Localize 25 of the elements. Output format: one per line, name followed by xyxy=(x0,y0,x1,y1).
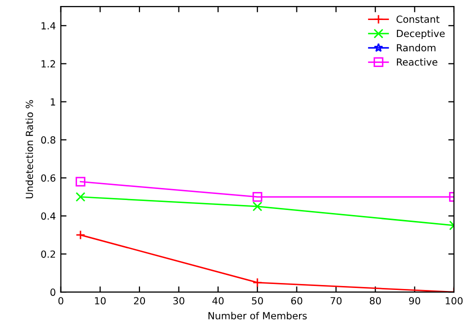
legend-label: Reactive xyxy=(396,58,438,66)
x-tick-label: 50 xyxy=(252,297,263,304)
x-tick-label: 80 xyxy=(370,297,381,304)
y-tick-label: 0.6 xyxy=(41,174,56,182)
x-axis-title: Number of Members xyxy=(208,312,307,320)
x-tick-label: 40 xyxy=(212,297,224,304)
x-tick-label: 20 xyxy=(134,297,146,304)
legend-label: Deceptive xyxy=(396,30,445,40)
x-tick-label: 100 xyxy=(446,297,463,304)
legend-label: Constant xyxy=(396,16,440,23)
y-axis-title: Undetection Ratio % xyxy=(26,100,34,198)
x-tick-label: 30 xyxy=(173,297,184,304)
x-tick-label: 10 xyxy=(95,297,106,304)
y-tick-label: 1.2 xyxy=(42,60,56,68)
y-tick-label: 0.8 xyxy=(41,136,56,144)
y-tick-label: 0 xyxy=(50,288,56,296)
y-tick-label: 0.2 xyxy=(41,250,56,258)
x-tick-label: 90 xyxy=(409,297,420,304)
y-tick-label: 1.4 xyxy=(42,22,56,30)
y-tick-label: 0.4 xyxy=(41,212,56,220)
x-tick-label: 0 xyxy=(58,297,64,304)
legend-label: Random xyxy=(396,44,436,52)
x-tick-label: 60 xyxy=(291,297,302,304)
y-tick-label: 1 xyxy=(50,98,56,106)
x-tick-label: 70 xyxy=(330,297,342,304)
